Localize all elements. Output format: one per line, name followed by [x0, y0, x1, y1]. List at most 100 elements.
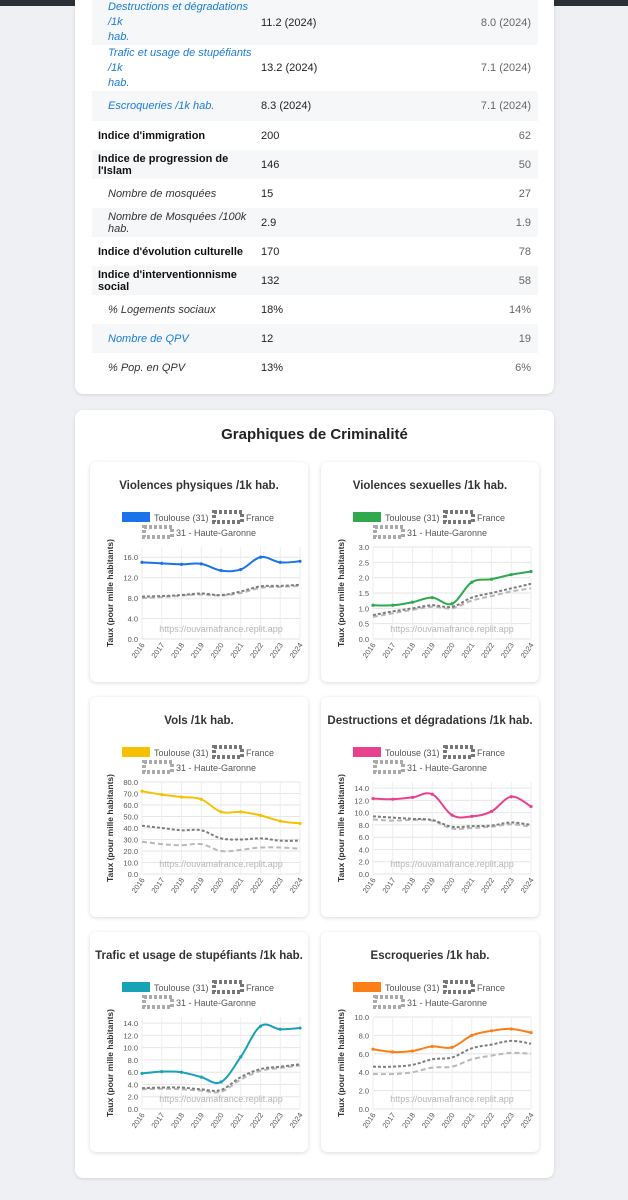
table-row[interactable]: Nombre de QPV 12 19	[92, 324, 538, 353]
y-tick-label: 0.0	[359, 1105, 369, 1114]
data-point	[258, 555, 263, 559]
x-tick-label: 2019	[420, 876, 437, 895]
chart-svg: Vols /1k hab. Toulouse (31) France 31 - Hau…	[105, 715, 305, 895]
y-axis-label: Taux (pour mille habitants)	[336, 539, 346, 647]
data-point	[298, 559, 302, 563]
data-point	[239, 567, 243, 572]
x-tick-label: 2023	[268, 876, 285, 895]
series-line-2	[372, 1039, 532, 1068]
legend-swatch	[373, 760, 405, 774]
y-tick-label: 2.0	[128, 1093, 138, 1102]
legend-label: Toulouse (31)	[385, 983, 440, 993]
table-row[interactable]: Escroqueries /1k hab. 8.3 (2024) 7.1 (2024…	[92, 91, 538, 121]
table-row[interactable]: Destructions et dégradations /1k hab. 11.2…	[92, 0, 538, 45]
data-point	[239, 1055, 243, 1059]
x-tick-label: 2021	[459, 876, 476, 895]
y-tick-label: 2.0	[359, 574, 369, 583]
x-tick-label: 2022	[479, 876, 496, 895]
data-point	[529, 569, 533, 574]
x-tick-label: 2019	[189, 1111, 206, 1130]
row-value: 11.2 (2024)	[261, 16, 317, 29]
table-row: Nombre de Mosquées /100k hab. 2.9 1.9	[92, 208, 538, 237]
table-row[interactable]: Trafic et usage de stupéfiants /1k hab. 13…	[92, 45, 538, 91]
row-label[interactable]: Nombre de QPV	[108, 332, 189, 345]
row-label: Nombre de mosquées	[108, 187, 217, 200]
row-label[interactable]: Destructions et dégradations /1k hab.	[92, 0, 261, 45]
legend-item: 31 - Haute-Garonne	[142, 760, 256, 774]
data-point	[219, 1080, 223, 1084]
x-tick-label: 2023	[268, 641, 285, 660]
row-label[interactable]: Trafic et usage de stupéfiants /1k hab.	[92, 45, 261, 91]
legend-swatch	[212, 745, 244, 759]
row-reference: 62	[518, 129, 531, 142]
data-point	[371, 796, 375, 801]
indicators-card: Destructions et dégradations /1k hab. 11.2…	[75, 0, 554, 394]
charts-card: Graphiques de Criminalité Violences phys…	[75, 410, 554, 1178]
data-point	[258, 1024, 263, 1028]
legend-item: Toulouse (31)	[353, 512, 440, 523]
data-point	[298, 821, 302, 825]
row-reference: 7.1 (2024)	[480, 62, 531, 74]
y-tick-label: 8.0	[359, 821, 369, 830]
x-tick-label: 2023	[499, 1111, 516, 1130]
data-point	[509, 573, 513, 577]
data-point	[219, 810, 223, 814]
data-point	[179, 1070, 184, 1074]
legend-label: France	[477, 748, 505, 758]
row-label[interactable]: Escroqueries /1k hab.	[108, 100, 215, 112]
row-label: % Logements sociaux	[108, 303, 216, 316]
chart-svg: Destructions et dégradations /1k hab. Tou…	[327, 715, 535, 895]
legend-item: Toulouse (31)	[122, 982, 209, 993]
x-tick-label: 2017	[149, 641, 166, 660]
legend-item: 31 - Haute-Garonne	[142, 995, 256, 1009]
table-row: Indice d'évolution culturelle 170 78	[92, 237, 538, 266]
watermark: https://ouvamafrance.replit.app	[390, 624, 514, 634]
legend-swatch	[353, 512, 381, 522]
x-tick-label: 2021	[228, 641, 245, 660]
row-reference: 7.1 (2024)	[480, 100, 531, 112]
row-label: Indice d'immigration	[98, 129, 206, 142]
table-row: Indice d'immigration 200 62	[92, 121, 538, 150]
y-tick-label: 2.0	[359, 858, 369, 867]
legend-item: 31 - Haute-Garonne	[142, 525, 256, 539]
x-tick-label: 2022	[479, 641, 496, 660]
legend-swatch	[353, 982, 381, 992]
data-point	[509, 795, 513, 799]
row-label-line: hab.	[108, 76, 130, 89]
chart-svg: Violences physiques /1k hab. Toulouse (31…	[105, 480, 305, 660]
legend-item: 31 - Haute-Garonne	[373, 995, 487, 1009]
legend-swatch	[443, 745, 475, 759]
y-tick-label: 30.0	[123, 836, 138, 845]
x-tick-label: 2022	[248, 641, 265, 660]
x-tick-label: 2023	[499, 641, 516, 660]
y-tick-label: 70.0	[123, 790, 138, 799]
data-point	[239, 810, 243, 814]
row-value: 146	[261, 158, 280, 171]
legend-swatch	[373, 525, 405, 539]
row-value: 132	[261, 274, 280, 287]
table-row: Nombre de mosquées 15 27	[92, 179, 538, 208]
x-tick-label: 2021	[459, 1111, 476, 1130]
chart-title: Violences physiques /1k hab.	[119, 480, 279, 492]
y-tick-label: 20.0	[123, 847, 138, 856]
y-tick-label: 0.0	[128, 870, 138, 879]
data-point	[410, 1049, 415, 1053]
data-point	[430, 596, 434, 600]
legend-swatch	[353, 747, 381, 757]
y-tick-label: 12.0	[354, 796, 369, 805]
series-line-2	[372, 582, 532, 617]
data-point	[160, 561, 164, 565]
x-tick-label: 2020	[440, 876, 457, 895]
x-tick-label: 2022	[248, 1111, 265, 1130]
legend-label: Toulouse (31)	[385, 513, 440, 523]
legend-item: France	[443, 745, 505, 759]
data-point	[450, 602, 454, 606]
legend-label: France	[477, 983, 505, 993]
watermark: https://ouvamafrance.replit.app	[159, 859, 283, 869]
row-label: % Pop. en QPV	[108, 361, 186, 374]
legend-label: France	[246, 983, 274, 993]
legend-swatch	[142, 525, 174, 539]
y-tick-label: 12.0	[123, 574, 138, 583]
y-tick-label: 8.0	[359, 1031, 369, 1040]
legend-label: Toulouse (31)	[385, 748, 440, 758]
